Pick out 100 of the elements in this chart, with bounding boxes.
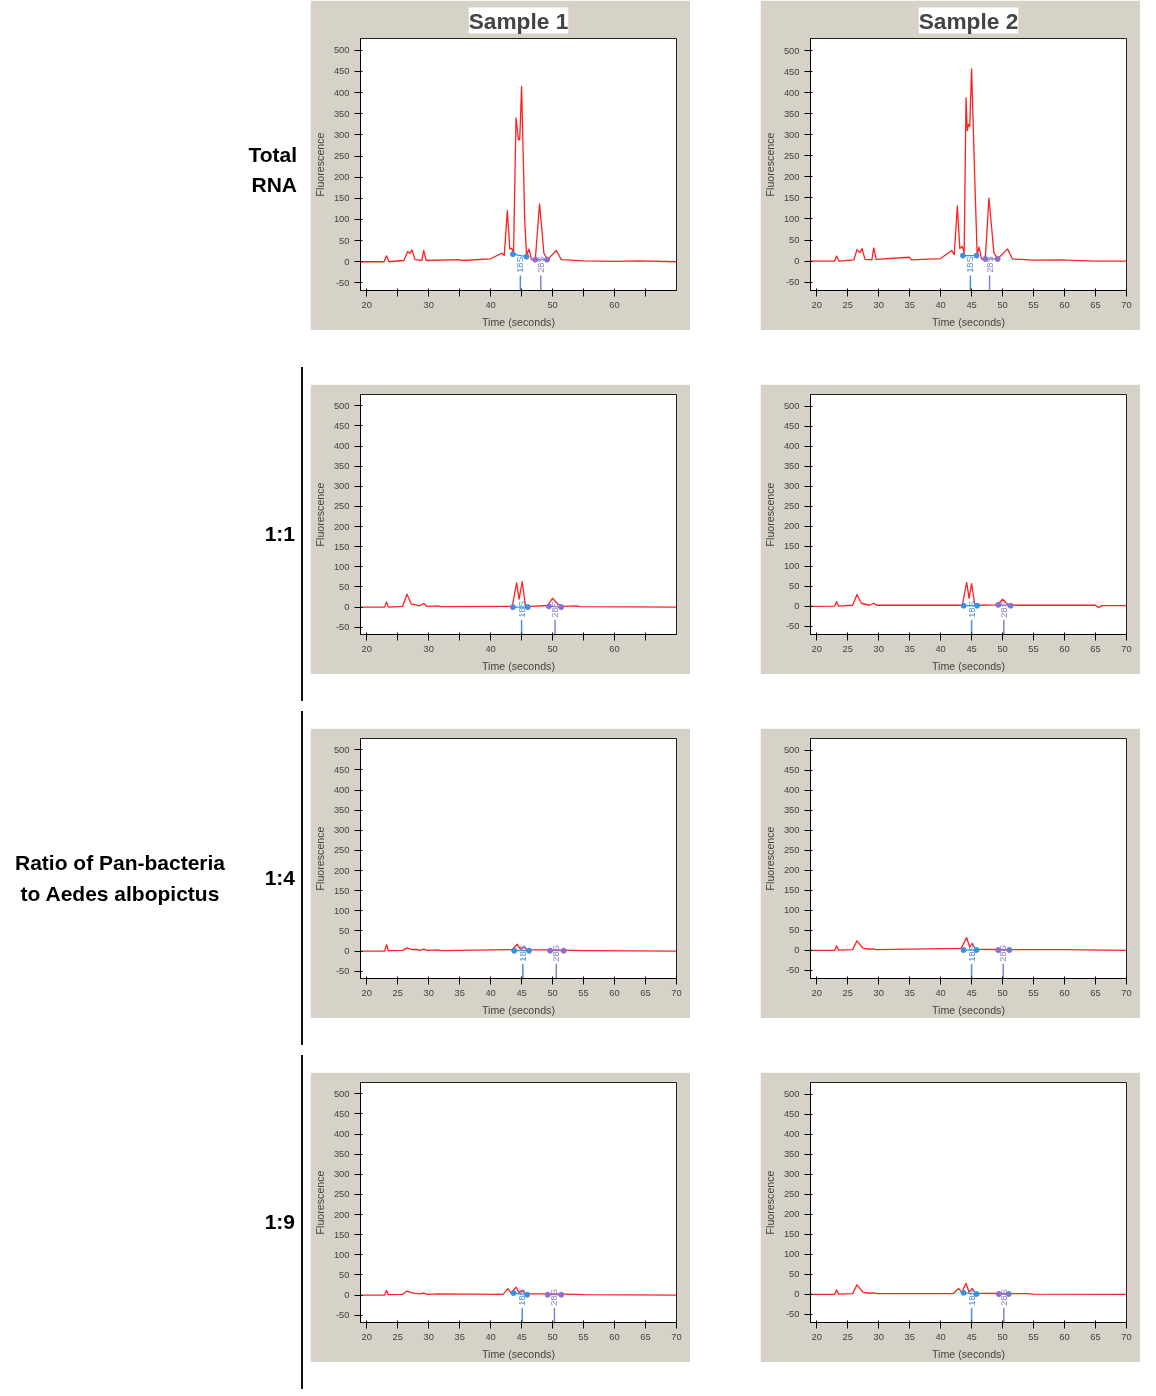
x-tick-label: 60 [609, 643, 620, 654]
y-tick-label: 0 [344, 256, 350, 267]
x-tick-label: 60 [609, 299, 620, 310]
x-tick-label: 35 [454, 1331, 465, 1342]
ref-line-label: 18S [966, 601, 977, 618]
text: 1:9 [235, 1055, 303, 1389]
y-tick-label: 400 [783, 87, 800, 98]
y-tick-label: 150 [333, 1229, 350, 1240]
y-tick-label: 450 [333, 420, 350, 431]
y-tick-label: -50 [786, 277, 800, 288]
y-tick-label: 0 [344, 602, 350, 613]
x-tick-label: 25 [842, 987, 853, 998]
y-tick-label: 200 [783, 865, 800, 876]
x-tick-label: 35 [904, 643, 915, 654]
y-axis-title: Fluorescence [763, 482, 776, 547]
y-tick-label: 150 [783, 541, 800, 552]
x-tick-label: 25 [842, 643, 853, 654]
x-tick-label: 60 [609, 1331, 620, 1342]
y-tick-label: 150 [333, 541, 350, 552]
x-tick-label: 55 [1028, 987, 1039, 998]
y-axis-title: Fluorescence [763, 826, 776, 891]
y-tick-label: 300 [783, 1169, 800, 1180]
y-tick-label: 400 [333, 785, 350, 796]
y-tick-label: 450 [333, 66, 350, 77]
y-tick-label: 300 [333, 481, 350, 492]
x-tick-label: 40 [485, 987, 496, 998]
y-tick-label: 150 [333, 193, 350, 204]
y-tick-label: 150 [783, 192, 800, 203]
y-tick-label: 400 [333, 1129, 350, 1140]
ref-line-label: 28S [535, 256, 546, 273]
y-tick-label: 250 [783, 501, 800, 512]
x-tick-label: 65 [640, 987, 651, 998]
y-tick-label: 100 [333, 1249, 350, 1260]
y-tick-label: 300 [333, 129, 350, 140]
ref-line-label: 28S [551, 945, 562, 962]
y-tick-label: 100 [783, 213, 800, 224]
y-tick-label: 200 [333, 865, 350, 876]
y-tick-label: 500 [333, 744, 350, 755]
y-axis-title: Fluorescence [313, 132, 326, 197]
y-tick-label: 350 [333, 461, 350, 472]
x-tick-label: 40 [935, 299, 946, 310]
y-tick-label: 350 [783, 461, 800, 472]
y-tick-label: 200 [333, 521, 350, 532]
x-axis-title: Time (seconds) [481, 659, 556, 672]
ref-line-label: 18S [965, 256, 976, 273]
y-axis-title: Fluorescence [763, 132, 776, 197]
x-tick-label: 45 [966, 299, 977, 310]
x-tick-label: 70 [671, 987, 682, 998]
x-tick-label: 20 [361, 643, 372, 654]
y-tick-label: 450 [783, 1109, 800, 1120]
y-tick-label: 100 [333, 561, 350, 572]
y-tick-label: 300 [783, 825, 800, 836]
chart-title: Sample 2 [918, 7, 1019, 34]
x-tick-label: 20 [361, 299, 372, 310]
y-tick-label: 400 [333, 87, 350, 98]
x-tick-label: 30 [873, 643, 884, 654]
y-tick-label: 50 [339, 1269, 350, 1280]
y-tick-label: 50 [789, 235, 800, 246]
y-tick-label: 0 [794, 1289, 800, 1300]
ref-line-label: 28S [998, 601, 1009, 618]
x-tick-label: 60 [1059, 987, 1070, 998]
ref-line-label: 18S [966, 945, 977, 962]
y-tick-label: 300 [333, 825, 350, 836]
y-tick-label: 50 [339, 235, 350, 246]
x-tick-label: 50 [547, 299, 558, 310]
chart-title: Sample 1 [468, 7, 569, 34]
y-tick-label: -50 [786, 1309, 800, 1320]
ref-line-label: 28S [998, 945, 1009, 962]
ref-line-label: 18S [516, 601, 527, 618]
y-tick-label: 50 [789, 925, 800, 936]
x-axis-title: Time (seconds) [481, 1347, 556, 1360]
x-tick-label: 25 [842, 299, 853, 310]
y-tick-label: 400 [333, 441, 350, 452]
y-tick-label: 500 [783, 45, 800, 56]
y-tick-label: 0 [794, 256, 800, 267]
y-tick-label: 0 [794, 601, 800, 612]
y-axis-title: Fluorescence [313, 826, 326, 891]
x-tick-label: 45 [966, 643, 977, 654]
y-tick-label: 350 [333, 108, 350, 119]
x-tick-label: 20 [811, 643, 822, 654]
y-tick-label: 100 [783, 905, 800, 916]
x-tick-label: 20 [811, 987, 822, 998]
y-tick-label: 350 [783, 1149, 800, 1160]
x-tick-label: 25 [842, 1331, 853, 1342]
y-axis-title: Fluorescence [313, 482, 326, 547]
y-tick-label: -50 [336, 277, 350, 288]
x-tick-label: 50 [997, 299, 1008, 310]
x-axis-title: Time (seconds) [931, 1003, 1006, 1016]
y-axis-title: Fluorescence [763, 1170, 776, 1235]
x-tick-label: 30 [873, 987, 884, 998]
y-tick-label: -50 [336, 966, 350, 977]
y-tick-label: 500 [783, 1089, 800, 1100]
y-tick-label: 250 [333, 1189, 350, 1200]
y-tick-label: -50 [786, 621, 800, 632]
y-tick-label: 300 [783, 129, 800, 140]
y-tick-label: 500 [333, 400, 350, 411]
y-tick-label: 300 [783, 481, 800, 492]
x-tick-label: 65 [1090, 643, 1101, 654]
y-tick-label: 250 [783, 845, 800, 856]
y-tick-label: 250 [783, 1189, 800, 1200]
